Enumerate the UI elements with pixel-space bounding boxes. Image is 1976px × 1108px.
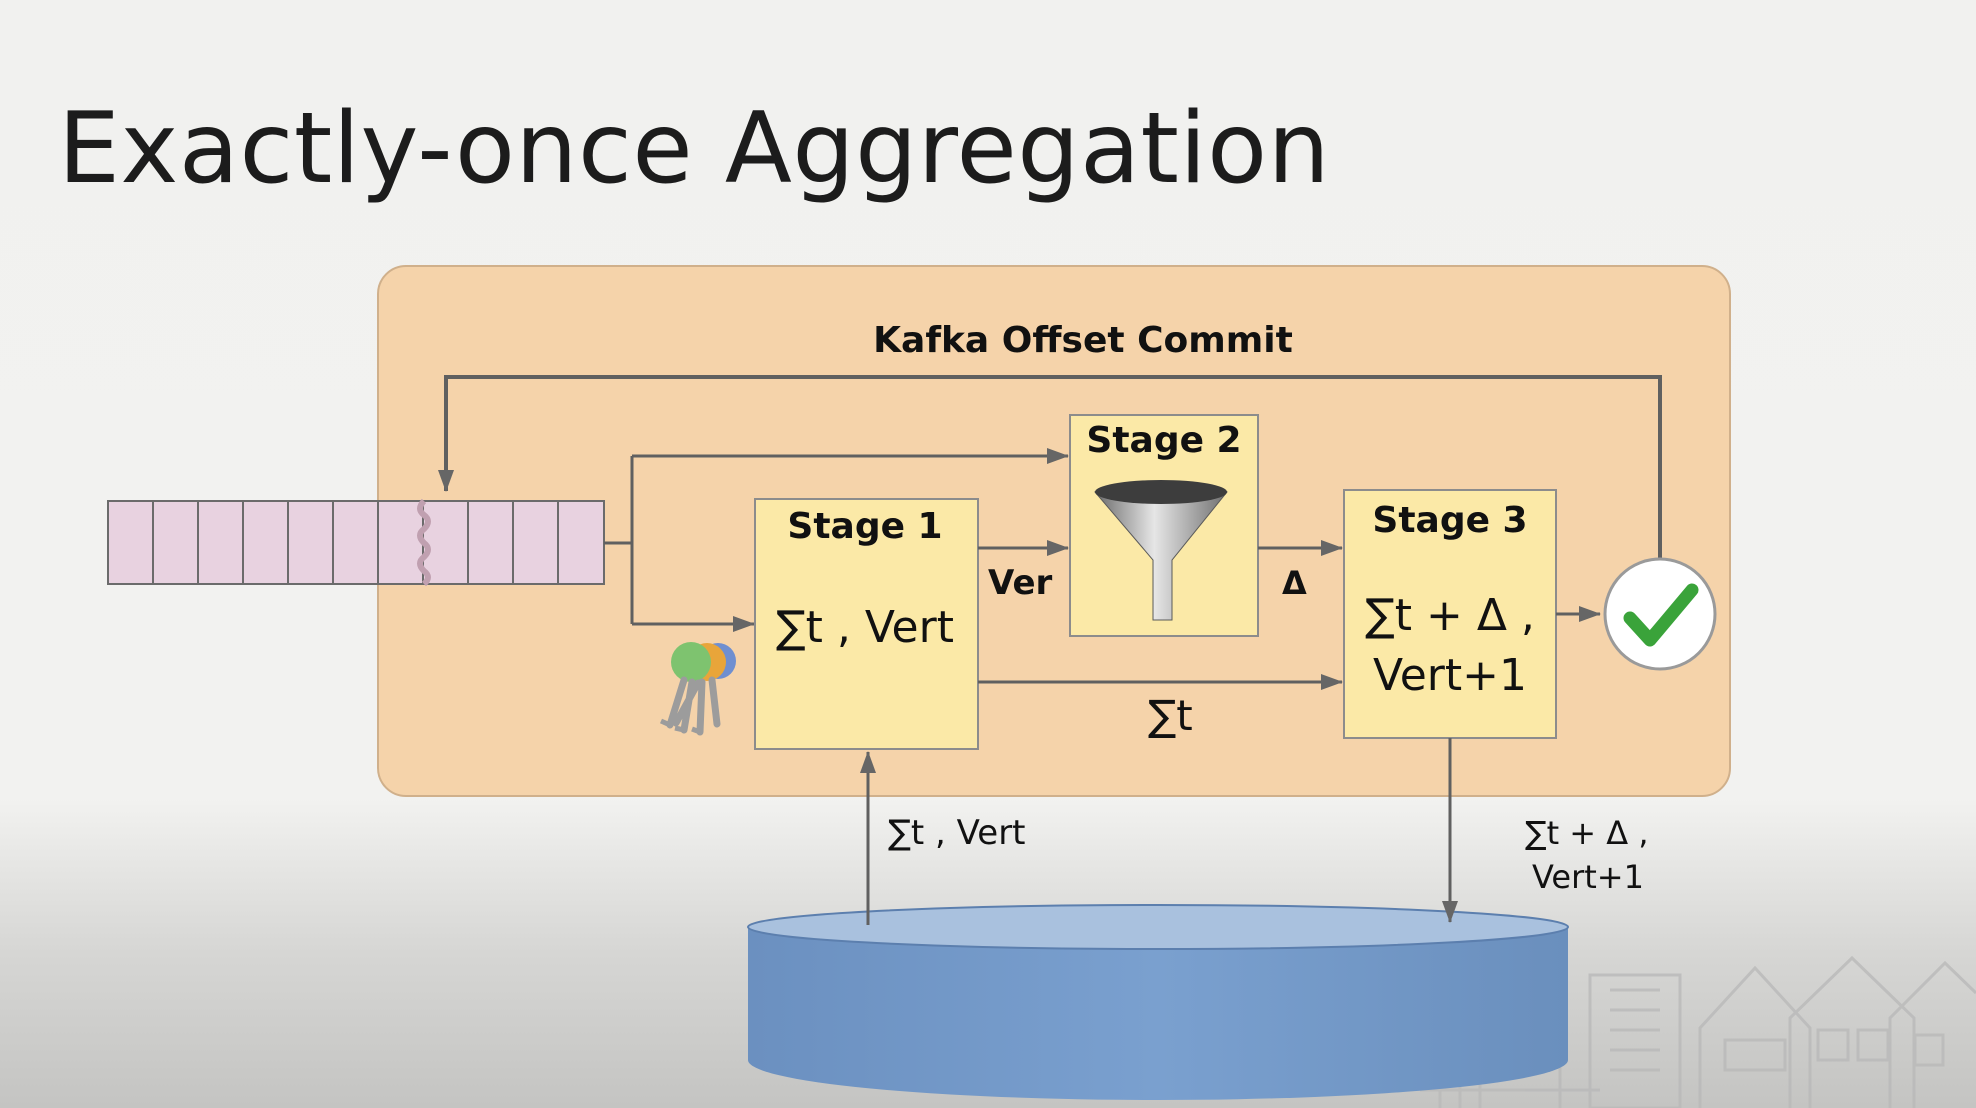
edge-label-ver: Ver <box>988 563 1053 603</box>
stage2-box: Stage 2 <box>1069 414 1259 637</box>
stage1-box: Stage 1 ∑t , Vert <box>754 498 979 750</box>
offset-commit-arrow <box>438 375 1662 558</box>
container-label: Kafka Offset Commit <box>873 320 1293 361</box>
cut-mark <box>417 498 431 587</box>
stage3-line1: ∑t + Δ , <box>1365 590 1535 641</box>
houses-icon <box>1420 955 1976 1108</box>
edge-label-stage3-to-db-1: ∑t + Δ , <box>1525 814 1649 852</box>
stage1-title: Stage 1 <box>787 506 942 547</box>
stage3-line2: Vert+1 <box>1373 650 1527 701</box>
check-icon <box>1603 557 1717 671</box>
database <box>747 904 1569 1100</box>
stage3-title: Stage 3 <box>1372 500 1527 541</box>
edge-label-delta: Δ <box>1282 564 1307 602</box>
stage3-box: Stage 3 ∑t + Δ , Vert+1 <box>1343 489 1557 739</box>
funnel-icon <box>1094 480 1228 621</box>
edge-label-db-to-stage1: ∑t , Vert <box>888 813 1026 853</box>
slide-title: Exactly-once Aggregation <box>58 92 1331 206</box>
edge-label-stage3-to-db-2: Vert+1 <box>1532 858 1644 896</box>
keys-icon <box>659 642 736 736</box>
stage1-body: ∑t , Vert <box>776 602 954 653</box>
stage2-title: Stage 2 <box>1086 420 1241 461</box>
edge-label-sum: ∑t <box>1148 691 1193 740</box>
queue <box>107 500 605 585</box>
